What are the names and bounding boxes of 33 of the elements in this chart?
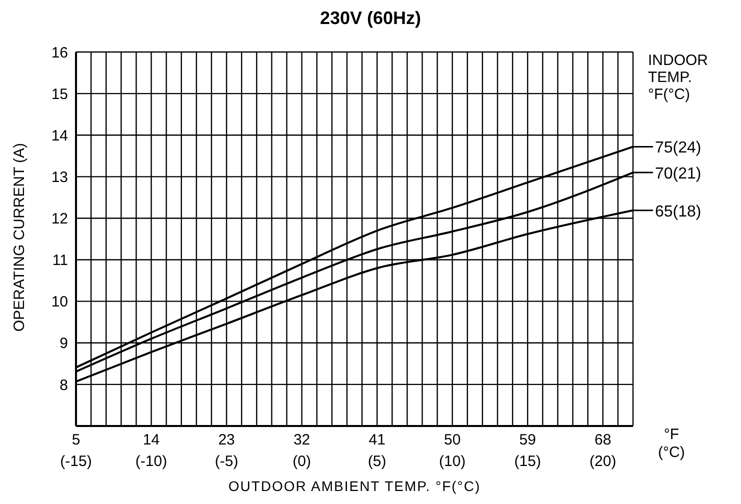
- x2-tick-label: (10): [439, 453, 466, 470]
- x-tick-label: 50: [444, 432, 461, 449]
- chart-title: 230V (60Hz): [318, 8, 422, 29]
- y-tick-label: 14: [51, 127, 68, 144]
- x-tick-label: 14: [142, 432, 160, 449]
- x-tick-label: 59: [519, 432, 536, 449]
- x2-tick-label: (15): [514, 453, 541, 470]
- y-tick-label: 10: [51, 294, 68, 311]
- x2-tick-label: (5): [368, 453, 386, 470]
- x-axis-title: OUTDOOR AMBIENT TEMP. °F(°C): [227, 478, 482, 494]
- x2-tick-label: (-5): [214, 453, 238, 470]
- x-tick-label: 68: [594, 432, 612, 449]
- y-axis-title: OPERATING CURRENT (A): [10, 142, 28, 332]
- legend-label: 70(21): [655, 166, 702, 183]
- y-tick-label: 11: [52, 252, 68, 270]
- y-tick-label: 9: [60, 335, 68, 352]
- x-tick-label: 5: [72, 432, 80, 449]
- x2-tick-label: (-10): [135, 453, 168, 470]
- x-tick-label: 41: [368, 432, 386, 449]
- text: °F (°C): [658, 426, 685, 462]
- y-tick-label: 12: [51, 210, 68, 228]
- legend-label: 75(24): [655, 140, 702, 157]
- x2-tick-label: (-15): [60, 453, 92, 470]
- x-tick-label: 23: [218, 432, 235, 449]
- x2-tick-label: (0): [292, 453, 311, 470]
- y-tick-label: 8: [60, 376, 68, 394]
- y-tick-label: 13: [51, 168, 68, 186]
- y-tick-label: 16: [51, 44, 68, 62]
- legend-label: 65(18): [655, 203, 702, 220]
- y-tick-label: 15: [51, 86, 68, 103]
- x2-tick-label: (20): [590, 453, 616, 470]
- legend-title: INDOOR TEMP. °F(°C): [648, 52, 708, 103]
- x-tick-label: 32: [293, 432, 310, 449]
